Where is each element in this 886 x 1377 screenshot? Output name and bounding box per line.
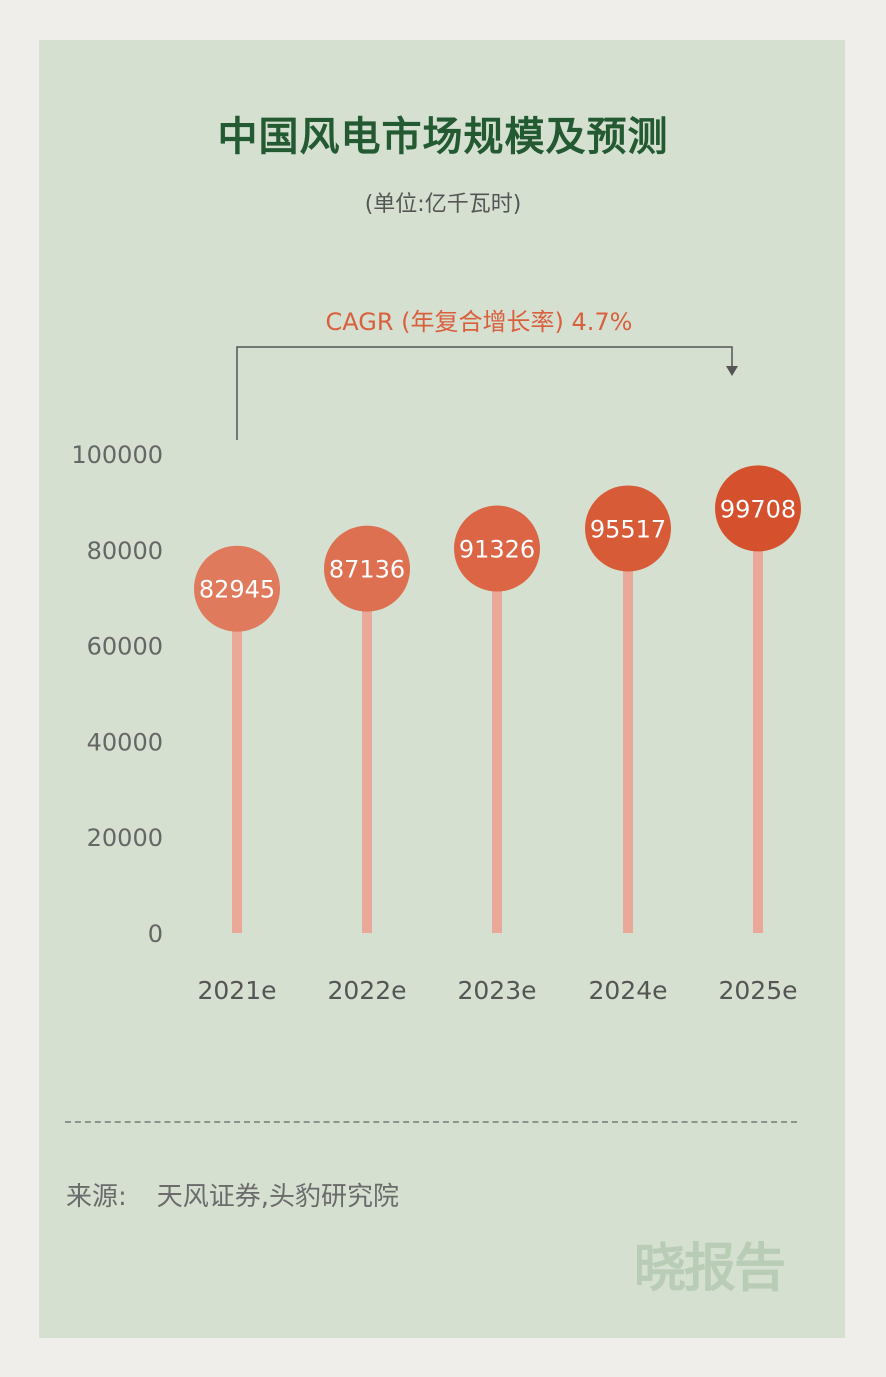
value-label: 82945 <box>199 576 275 604</box>
marker-2022e <box>324 525 410 612</box>
marker-2021e <box>194 545 280 632</box>
value-label: 91326 <box>459 536 535 564</box>
y-tick-label: 0 <box>148 920 163 948</box>
stem-2025e <box>753 508 763 933</box>
value-label: 87136 <box>329 556 405 584</box>
stem-2023e <box>492 548 502 933</box>
y-tick-label: 20000 <box>87 824 163 852</box>
cagr-bracket <box>236 346 733 440</box>
y-axis: 0 20000 40000 60000 80000 100000 <box>71 441 163 948</box>
marker-2024e <box>585 485 671 572</box>
cagr-annotation: CAGR (年复合增长率) 4.7% <box>325 308 633 336</box>
source-label: 来源: <box>66 1182 127 1212</box>
chart-subtitle: (单位:亿千瓦时) <box>364 192 522 217</box>
watermark-logo: 晓报告 <box>634 1239 786 1299</box>
y-tick-label: 100000 <box>71 441 163 469</box>
y-tick-label: 40000 <box>87 728 163 756</box>
x-tick-label: 2024e <box>588 976 667 1005</box>
stem-2024e <box>623 528 633 933</box>
source-note: 来源: 天风证券,头豹研究院 <box>66 1176 399 1213</box>
value-label: 99708 <box>720 495 796 523</box>
value-label: 95517 <box>590 515 666 543</box>
cagr-arrowhead <box>726 366 738 376</box>
marker-2025e <box>715 465 801 552</box>
x-tick-label: 2021e <box>197 976 276 1005</box>
cagr-arrow <box>236 346 738 440</box>
footer-divider <box>65 1121 797 1123</box>
y-tick-label: 80000 <box>87 537 163 565</box>
marker-2023e <box>454 505 540 592</box>
x-tick-label: 2022e <box>327 976 406 1005</box>
source-text: 天风证券,头豹研究院 <box>156 1182 400 1212</box>
chart-title: 中国风电市场规模及预测 <box>217 113 669 160</box>
stem-2022e <box>362 568 372 933</box>
x-tick-label: 2023e <box>457 976 536 1005</box>
stems <box>232 508 763 933</box>
stem-2021e <box>232 588 242 933</box>
y-tick-label: 60000 <box>87 633 163 661</box>
x-tick-label: 2025e <box>718 976 797 1005</box>
x-axis: 2021e 2022e 2023e 2024e 2025e <box>197 976 797 1005</box>
markers: 82945 87136 91326 95517 99708 <box>194 465 801 632</box>
